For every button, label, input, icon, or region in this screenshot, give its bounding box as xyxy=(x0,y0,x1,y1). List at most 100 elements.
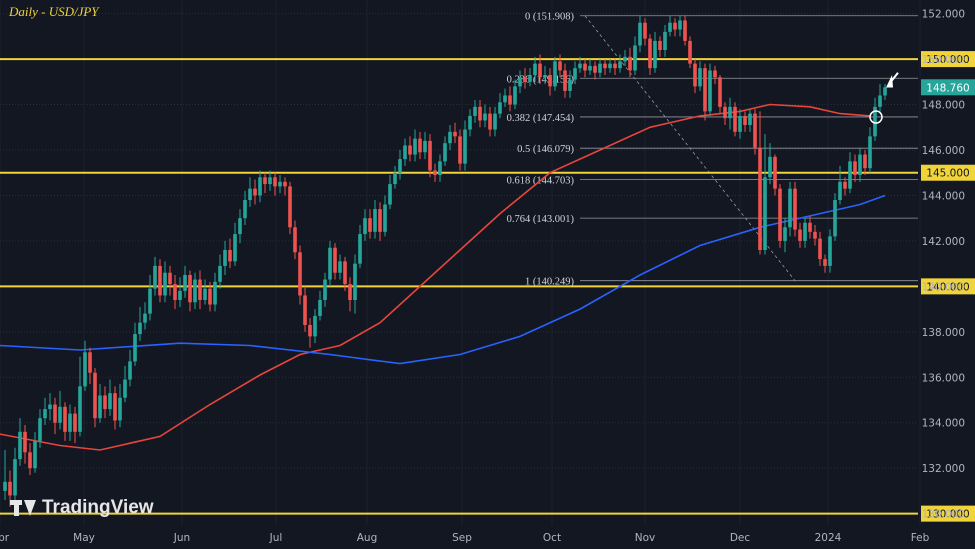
candle-body xyxy=(748,113,752,125)
time-tick-label: 2024 xyxy=(815,532,842,544)
candle-body xyxy=(38,418,42,441)
candle-body xyxy=(708,70,712,112)
candle-body xyxy=(678,20,682,30)
candle-body xyxy=(453,131,457,137)
candle-body xyxy=(643,22,647,39)
time-tick-label: Nov xyxy=(635,532,656,544)
candle-body xyxy=(773,156,777,189)
candle-body xyxy=(648,38,652,69)
current-price-tag xyxy=(921,79,975,96)
candle-body xyxy=(288,186,292,228)
candle-body xyxy=(598,63,602,73)
candle-body xyxy=(733,106,737,132)
tradingview-logo-icon xyxy=(10,500,36,516)
candle-body xyxy=(813,231,817,239)
candle-body xyxy=(533,63,537,75)
candle-body xyxy=(858,154,862,175)
candle-body xyxy=(53,404,57,423)
candle-body xyxy=(513,86,517,105)
candle-body xyxy=(753,113,757,148)
candle-body xyxy=(543,75,547,78)
time-tick-label: Dec xyxy=(730,532,751,544)
key-level-tag xyxy=(921,51,975,68)
price-tick-label: 130.000 xyxy=(922,509,965,521)
price-tick-label: 144.000 xyxy=(922,190,965,202)
candle-body xyxy=(223,250,227,266)
moving-average-blue xyxy=(0,194,886,365)
candle-body xyxy=(728,106,732,119)
candle-body xyxy=(693,63,697,87)
candle-body xyxy=(758,147,762,250)
price-tick-label: 148.000 xyxy=(922,100,965,112)
time-tick-label: Jul xyxy=(269,532,283,544)
candle-body xyxy=(198,279,202,300)
price-tick-label: 138.000 xyxy=(922,327,965,339)
candle-body xyxy=(143,313,147,323)
candle-body xyxy=(383,204,387,232)
candle-body xyxy=(103,395,107,410)
time-tick-label: Feb xyxy=(911,532,930,544)
fib-level-label: 0 (151.908) xyxy=(525,12,574,23)
candle-body xyxy=(723,106,727,119)
candle-body xyxy=(323,279,327,300)
price-tick-label: 146.000 xyxy=(922,145,965,157)
candle-body xyxy=(28,452,32,469)
candle-body xyxy=(353,263,357,300)
candle-body xyxy=(658,40,662,50)
key-level-tag xyxy=(921,278,975,295)
key-level-tag xyxy=(921,505,975,522)
candle-body xyxy=(128,361,132,380)
fib-level-label: 0.764 (143.001) xyxy=(507,214,575,225)
candle-body xyxy=(163,272,167,296)
candle-body xyxy=(48,404,52,410)
time-tick-label: May xyxy=(73,532,95,544)
candle-body xyxy=(703,68,707,112)
candle-body xyxy=(93,372,97,419)
candle-body xyxy=(328,247,332,280)
candle-body xyxy=(213,281,217,305)
candle-body xyxy=(208,288,212,305)
candle-body xyxy=(838,181,842,200)
candle-body xyxy=(713,70,717,78)
candle-body xyxy=(508,95,512,105)
candle-body xyxy=(468,115,472,130)
candle-body xyxy=(23,431,27,453)
candle-body xyxy=(798,229,802,241)
candle-body xyxy=(73,413,77,432)
time-tick-label: Jun xyxy=(173,532,190,544)
candle-body xyxy=(113,393,117,421)
candle-body xyxy=(743,115,747,125)
time-tick-label: Sep xyxy=(452,532,472,544)
candle-body xyxy=(673,22,677,30)
candle-body xyxy=(83,352,87,387)
key-level-label: 130.000 xyxy=(926,509,969,521)
time-axis: Apr May Jun Jul Aug Sep Oct Nov Dec 2024 Feb xyxy=(0,532,930,544)
candle-body xyxy=(228,250,232,262)
candle-body xyxy=(618,61,622,69)
candle-body xyxy=(253,188,257,196)
candle-body xyxy=(318,300,322,316)
candle-body xyxy=(108,393,112,410)
candle-body xyxy=(578,63,582,69)
candle-body xyxy=(428,140,432,171)
candle-body xyxy=(463,129,467,164)
fib-level-label: 0.5 (146.079) xyxy=(517,144,574,155)
candle-body xyxy=(58,406,62,423)
candle-body xyxy=(783,227,787,241)
candle-body xyxy=(528,75,532,82)
candle-body xyxy=(378,209,382,232)
candle-body xyxy=(478,106,482,121)
candle-body xyxy=(438,161,442,175)
candle-body xyxy=(573,68,577,80)
price-tick-label: 136.000 xyxy=(922,372,965,384)
candle-body xyxy=(363,218,367,235)
candle-body xyxy=(683,20,687,41)
candle-body xyxy=(18,431,22,460)
candle-body xyxy=(613,63,617,69)
candle-body xyxy=(338,261,342,273)
moving-average-red xyxy=(0,103,871,451)
candle-body xyxy=(313,315,317,337)
candle-body xyxy=(88,352,92,373)
candle-body xyxy=(373,209,377,232)
